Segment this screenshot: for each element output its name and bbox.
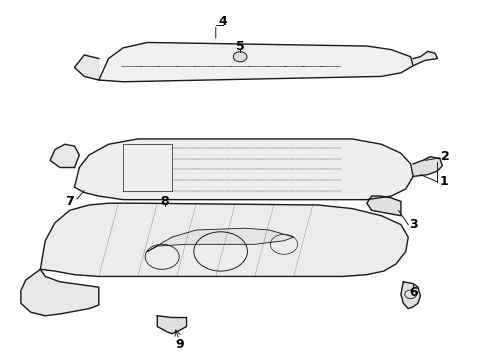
Polygon shape	[99, 42, 413, 82]
Polygon shape	[74, 139, 413, 200]
Polygon shape	[413, 157, 442, 176]
Polygon shape	[157, 316, 187, 334]
Text: 9: 9	[175, 338, 184, 351]
Polygon shape	[401, 282, 420, 309]
Text: 3: 3	[409, 218, 417, 231]
Polygon shape	[367, 196, 401, 216]
Polygon shape	[413, 51, 438, 66]
Polygon shape	[74, 55, 99, 80]
Text: 2: 2	[441, 150, 450, 163]
Text: 4: 4	[219, 14, 227, 27]
Polygon shape	[50, 144, 79, 167]
Text: 5: 5	[236, 40, 245, 53]
Text: 6: 6	[409, 286, 417, 299]
Text: 1: 1	[440, 175, 448, 188]
Polygon shape	[40, 203, 408, 276]
Polygon shape	[21, 269, 99, 316]
Text: 8: 8	[160, 195, 169, 208]
Circle shape	[233, 52, 247, 62]
Polygon shape	[147, 228, 294, 251]
Text: 7: 7	[65, 195, 74, 208]
